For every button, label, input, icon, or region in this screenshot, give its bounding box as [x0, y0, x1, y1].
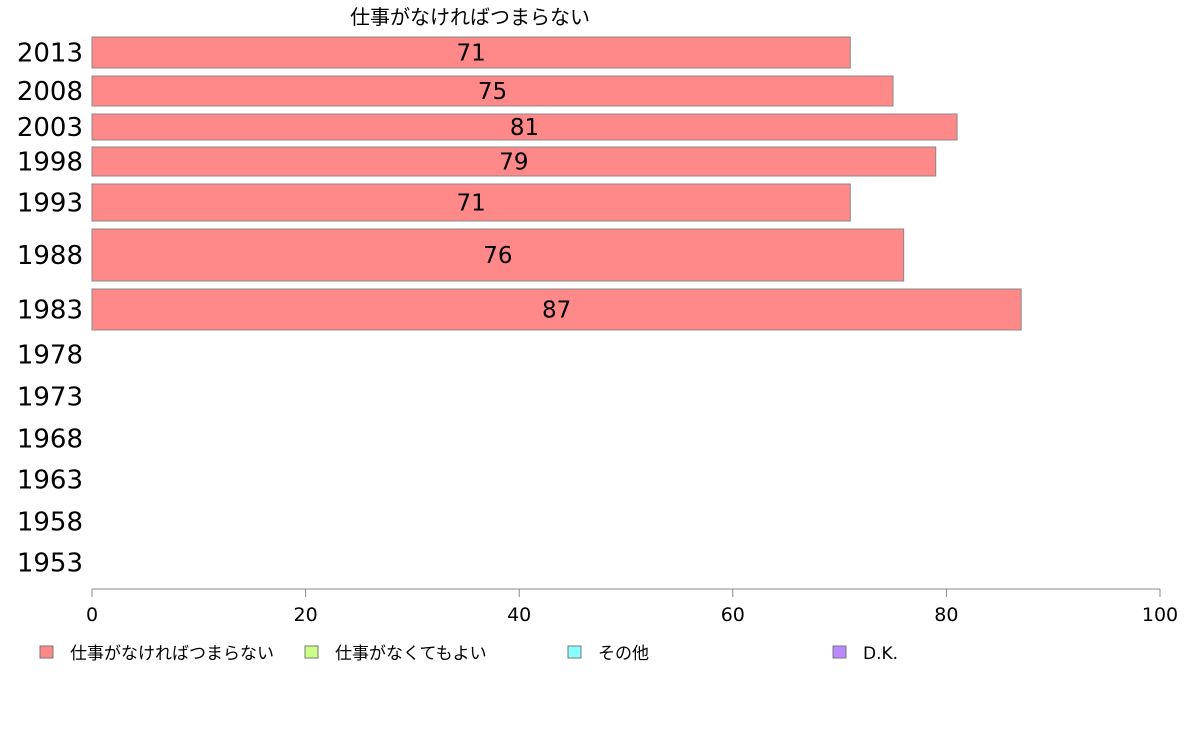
data-label: 71	[456, 41, 485, 67]
legend-swatch	[39, 645, 54, 659]
bar	[91, 113, 958, 141]
data-label: 76	[483, 243, 512, 269]
x-tick-label: 80	[934, 604, 958, 626]
x-axis: 0 20 40 60 80 100	[86, 588, 1178, 626]
year-label: 2013	[17, 39, 83, 69]
data-label: 87	[542, 298, 571, 324]
year-label: 1983	[17, 296, 83, 326]
year-label: 1978	[17, 341, 83, 371]
year-label: 1968	[17, 425, 83, 455]
x-tick-label: 100	[1142, 604, 1178, 626]
bar	[91, 183, 851, 222]
year-label: 1993	[17, 189, 83, 219]
data-label: 71	[456, 191, 485, 217]
year-label: 1963	[17, 466, 83, 496]
year-label: 1953	[17, 549, 83, 579]
chart-title: 仕事がなければつまらない	[350, 5, 590, 29]
legend-label: D.K.	[863, 644, 898, 664]
data-label: 81	[510, 115, 539, 141]
year-labels: 2013 2008 2003 1998 1993 1988 1983 1978 1973 1968…	[17, 39, 83, 579]
legend-swatch	[304, 645, 319, 659]
legend-swatch	[832, 645, 847, 659]
year-label: 1958	[17, 508, 83, 538]
bar	[91, 288, 1022, 331]
x-tick-label: 40	[507, 604, 531, 626]
year-label: 2003	[17, 113, 83, 143]
bar	[91, 75, 894, 107]
year-label: 1988	[17, 241, 83, 271]
x-tick-label: 0	[86, 604, 98, 626]
x-tick-label: 20	[294, 604, 318, 626]
bar	[91, 228, 905, 282]
bar	[91, 36, 851, 69]
legend-swatch	[567, 645, 582, 659]
x-tick-label: 60	[721, 604, 745, 626]
bar	[91, 146, 937, 177]
legend-label: 仕事がなくてもよい	[335, 644, 487, 664]
year-label: 1998	[17, 148, 83, 178]
year-label: 1973	[17, 383, 83, 413]
legend: 仕事がなければつまらない 仕事がなくてもよい その他 D.K.	[39, 644, 898, 664]
year-label: 2008	[17, 77, 83, 107]
data-label: 75	[478, 79, 507, 105]
data-label: 79	[499, 150, 528, 176]
legend-label: 仕事がなければつまらない	[70, 644, 274, 664]
legend-label: その他	[598, 644, 649, 664]
